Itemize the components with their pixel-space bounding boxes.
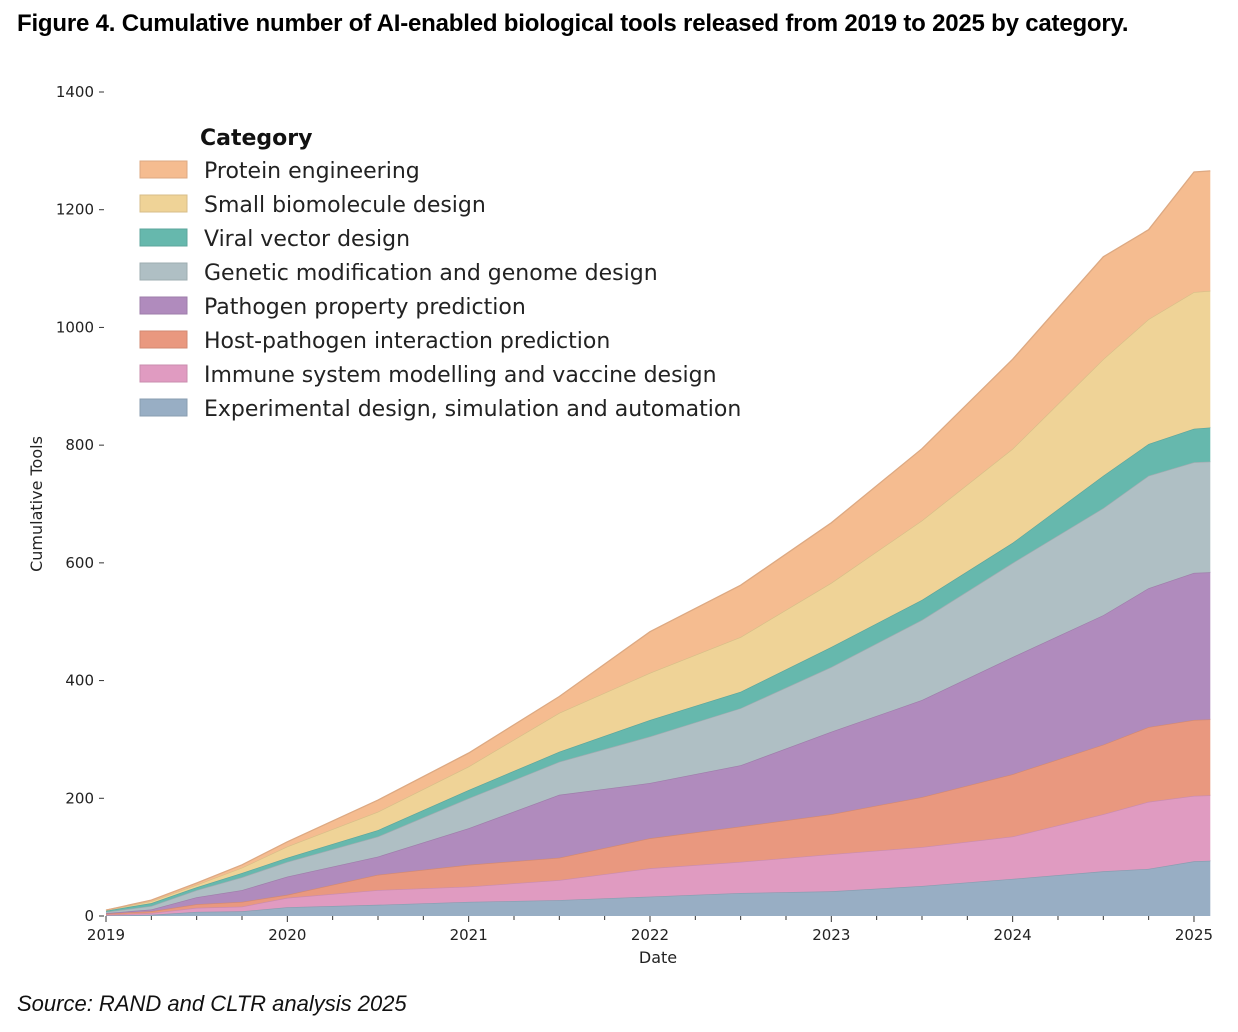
x-axis-label: Date [639, 948, 677, 967]
figure-title: Figure 4. Cumulative number of AI-enable… [17, 10, 1129, 37]
legend-swatch [139, 160, 188, 179]
legend-label: Protein engineering [204, 159, 420, 184]
area-3 [106, 572, 1211, 914]
x-tick-label: 2019 [87, 926, 125, 944]
area-0 [106, 860, 1211, 916]
legend-label: Viral vector design [204, 227, 410, 252]
legend-label: Host-pathogen interaction prediction [204, 329, 610, 354]
legend-label: Experimental design, simulation and auto… [204, 397, 741, 422]
area-2 [106, 719, 1211, 915]
x-axis: 2019 2020 2021 2022 2023 2024 2025 [87, 916, 1213, 944]
legend-label: Small biomolecule design [204, 193, 486, 218]
legend-swatch [139, 296, 188, 315]
y-tick-label: 1400 [56, 83, 94, 101]
legend-swatch [139, 228, 188, 247]
y-tick-label: 1200 [56, 201, 94, 219]
x-tick-label: 2021 [450, 926, 488, 944]
legend-label: Immune system modelling and vaccine desi… [204, 363, 717, 388]
y-tick-label: 600 [65, 554, 94, 572]
x-tick-label: 2022 [631, 926, 669, 944]
legend-swatch [139, 364, 188, 383]
legend-label: Genetic modification and genome design [204, 261, 658, 286]
legend-swatch [139, 398, 188, 417]
legend: Category Protein engineering Small biomol… [139, 126, 741, 422]
areas [105, 170, 1211, 917]
y-tick-label: 800 [65, 436, 94, 454]
y-tick-label: 400 [65, 672, 94, 690]
legend-title: Category [200, 126, 312, 151]
x-tick-label: 2025 [1175, 926, 1213, 944]
y-axis: 0 200 400 600 800 1000 1200 1400 [56, 83, 104, 925]
legend-swatch [139, 330, 188, 349]
legend-swatch [139, 262, 188, 281]
y-tick-label: 200 [65, 789, 94, 807]
x-tick-label: 2024 [994, 926, 1032, 944]
legend-label: Pathogen property prediction [204, 295, 526, 320]
x-tick-label: 2023 [812, 926, 850, 944]
legend-swatch [139, 194, 188, 213]
source-note: Source: RAND and CLTR analysis 2025 [17, 991, 407, 1016]
y-tick-label: 0 [84, 907, 94, 925]
y-axis-label: Cumulative Tools [27, 436, 46, 572]
area-1 [106, 795, 1211, 916]
y-tick-label: 1000 [56, 318, 94, 336]
area-edge-7 [105, 170, 1211, 911]
x-tick-label: 2020 [268, 926, 306, 944]
